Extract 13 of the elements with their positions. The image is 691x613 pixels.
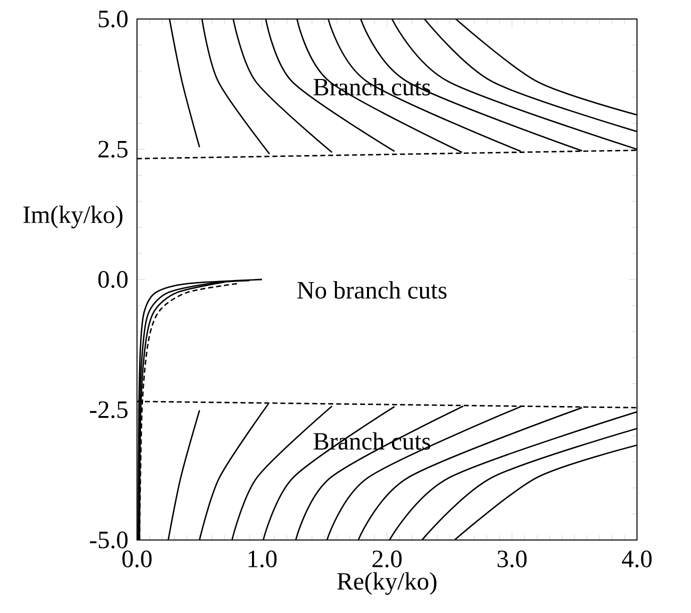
- x-tick-label: 2.0: [372, 550, 402, 568]
- x-tick-label: 1.0: [248, 550, 277, 568]
- y-tick-label: -2.5: [90, 401, 128, 418]
- x-tick-label: 0.0: [122, 550, 152, 568]
- y-axis-title: Im(ky/ko): [23, 206, 122, 228]
- x-axis-title: Re(ky/ko): [337, 572, 436, 595]
- x-tick-label: 4.0: [622, 550, 652, 568]
- y-tick-label: 2.5: [98, 140, 128, 158]
- y-tick-label: 0.0: [98, 271, 128, 288]
- y-tick-label: -5.0: [90, 532, 128, 548]
- x-tick-label: 3.0: [498, 550, 527, 568]
- y-tick-label: 5.0: [98, 10, 128, 28]
- annotation: No branch cuts: [297, 281, 446, 299]
